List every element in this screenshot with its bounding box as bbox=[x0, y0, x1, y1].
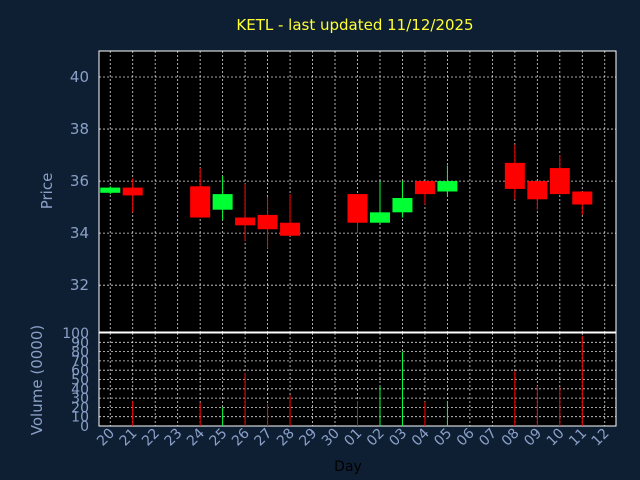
candle-body bbox=[122, 187, 143, 196]
candle-body bbox=[190, 186, 211, 218]
candle bbox=[414, 181, 435, 205]
candle bbox=[122, 178, 143, 213]
candle bbox=[392, 181, 413, 218]
candle-body bbox=[212, 194, 233, 210]
volume-tick-label: 100 bbox=[62, 326, 89, 342]
candle-body bbox=[257, 214, 278, 230]
candle-body bbox=[414, 181, 435, 195]
candle-body bbox=[369, 212, 390, 223]
candle-body bbox=[347, 194, 368, 223]
volume-tick-label: 20 bbox=[71, 400, 89, 416]
volume-tick-label: 70 bbox=[71, 354, 89, 370]
candle bbox=[347, 194, 368, 234]
candles bbox=[100, 144, 593, 249]
volume-axis-label: Volume (0000) bbox=[28, 325, 46, 435]
price-tick-label: 36 bbox=[70, 172, 89, 190]
volume-tick-label: 30 bbox=[71, 391, 89, 407]
volume-tick-label: 80 bbox=[71, 345, 89, 361]
candle bbox=[190, 168, 211, 218]
volume-bars bbox=[132, 335, 583, 426]
candle bbox=[527, 181, 548, 210]
price-axis-label: Price bbox=[38, 173, 56, 210]
candle bbox=[100, 186, 121, 195]
candle-body bbox=[549, 168, 570, 195]
price-tick-label: 38 bbox=[70, 120, 89, 138]
volume-tick-label: 10 bbox=[71, 410, 89, 426]
candle-body bbox=[280, 222, 301, 236]
candle bbox=[280, 194, 301, 236]
candle-body bbox=[504, 162, 525, 189]
candle bbox=[235, 183, 256, 241]
price-y-ticks: 32 34 36 38 40 bbox=[70, 68, 89, 294]
chart-title: KETL - last updated 11/12/2025 bbox=[236, 16, 473, 34]
candle bbox=[212, 175, 233, 221]
volume-tick-label: 60 bbox=[71, 363, 89, 379]
candle bbox=[549, 155, 570, 195]
x-axis-label: Day bbox=[334, 459, 362, 475]
candle bbox=[572, 191, 593, 215]
candle-body bbox=[235, 217, 256, 226]
x-axis-ticks: 2021222324252627282930010203040506070809… bbox=[94, 425, 612, 449]
volume-tick-label: 0 bbox=[80, 419, 89, 435]
candle-body bbox=[437, 181, 458, 192]
candle bbox=[504, 144, 525, 200]
candle-body bbox=[527, 181, 548, 200]
volume-tick-label: 40 bbox=[71, 382, 89, 398]
volume-tick-label: 90 bbox=[71, 335, 89, 351]
candle-body bbox=[100, 187, 121, 193]
candle-body bbox=[572, 191, 593, 205]
price-tick-label: 40 bbox=[70, 68, 89, 86]
price-tick-label: 34 bbox=[70, 224, 89, 242]
candle bbox=[257, 196, 278, 249]
candle bbox=[369, 181, 390, 223]
candle-body bbox=[392, 198, 413, 213]
candle bbox=[437, 165, 458, 197]
volume-tick-label: 50 bbox=[71, 373, 89, 389]
price-tick-label: 32 bbox=[70, 276, 89, 294]
